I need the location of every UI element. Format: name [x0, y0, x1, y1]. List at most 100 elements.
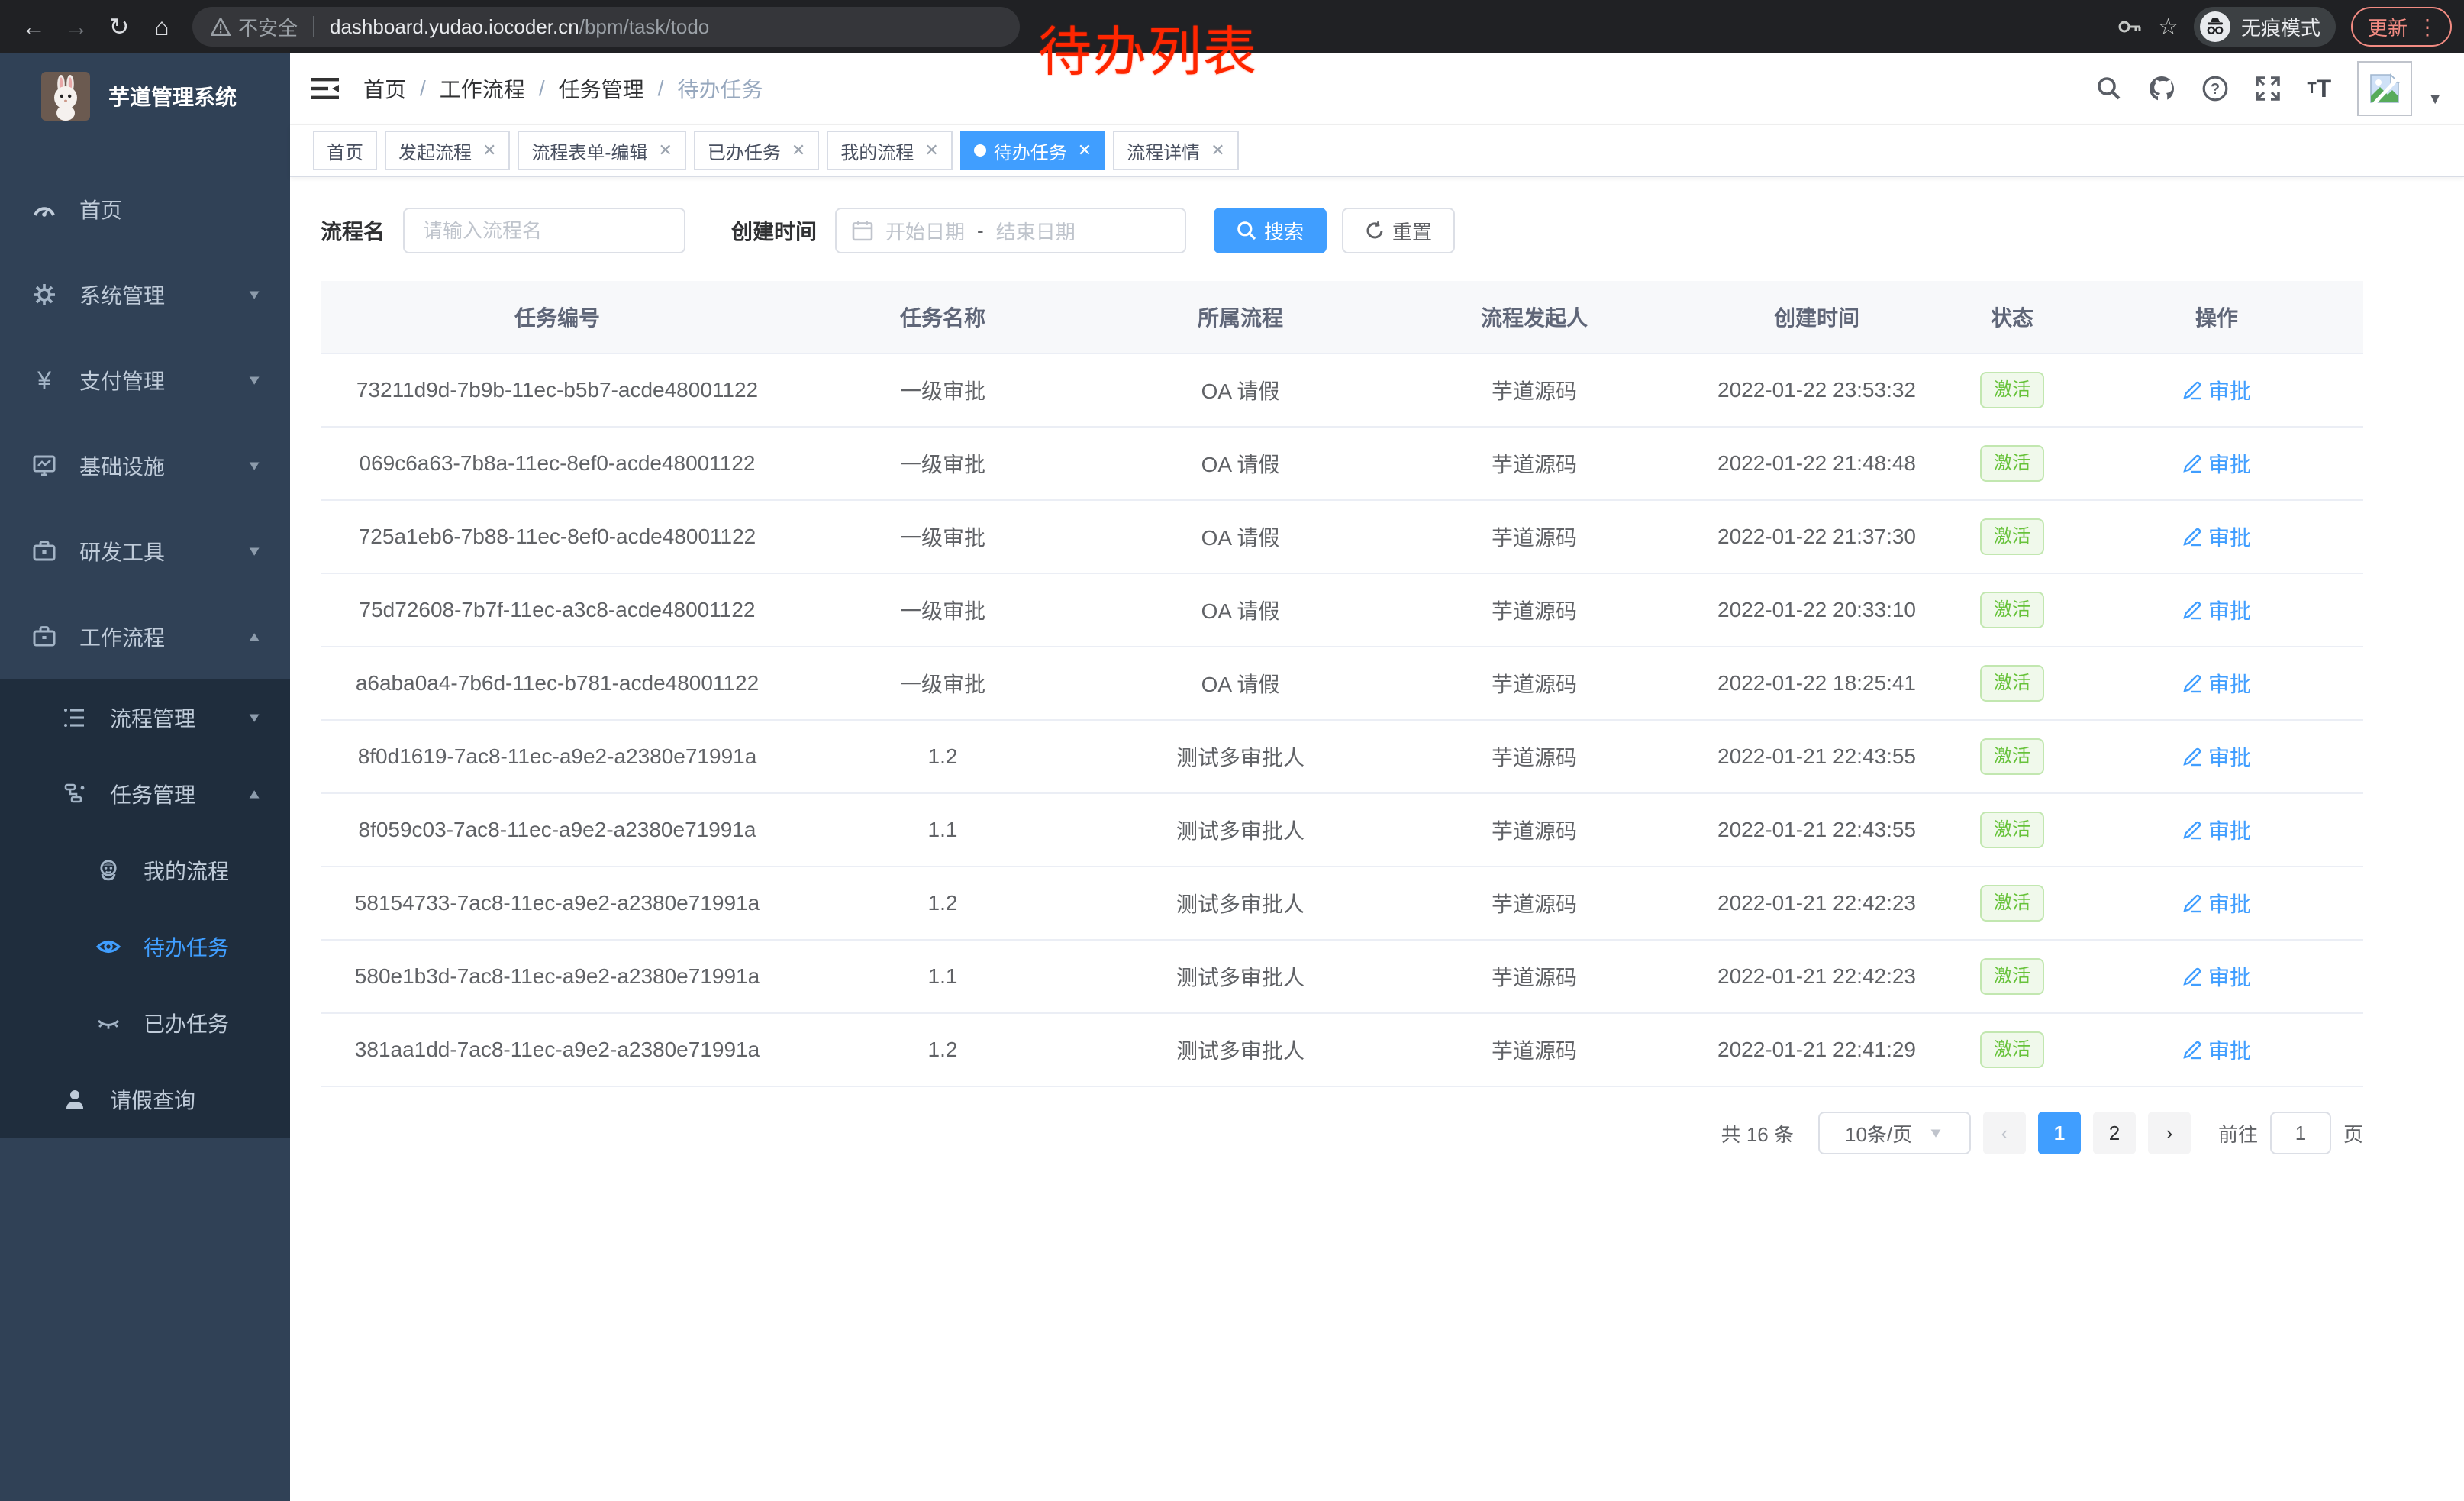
- tab-home[interactable]: 首页: [313, 131, 377, 170]
- table-row: 381aa1dd-7ac8-11ec-a9e2-a2380e71991a 1.2…: [321, 1014, 2363, 1087]
- github-icon[interactable]: [2148, 75, 2175, 102]
- approve-link[interactable]: 审批: [2182, 668, 2251, 699]
- sidebar-item-done-tasks[interactable]: 已办任务: [0, 985, 290, 1061]
- sidebar-menu: 首页 系统管理 ▼ ¥ 支付管理 ▼: [0, 139, 290, 1138]
- approve-link[interactable]: 审批: [2182, 888, 2251, 918]
- sidebar-logo[interactable]: 芋道管理系统: [0, 53, 290, 139]
- prev-page-button[interactable]: ‹: [1982, 1112, 2026, 1154]
- sidebar-item-label: 基础设施: [79, 455, 166, 479]
- incognito-badge[interactable]: 无痕模式: [2193, 7, 2336, 47]
- status-badge: 激活: [1980, 518, 2044, 555]
- url-host: dashboard.yudao.iocoder.cn: [330, 15, 579, 38]
- sidebar-item-devtools[interactable]: 研发工具 ▼: [0, 508, 290, 594]
- sidebar-item-label: 流程管理: [110, 707, 196, 731]
- search-button[interactable]: 搜索: [1214, 208, 1327, 253]
- date-range-picker[interactable]: 开始日期 - 结束日期: [835, 208, 1187, 253]
- breadcrumb-home[interactable]: 首页: [363, 78, 407, 102]
- process-name-input[interactable]: [403, 208, 686, 253]
- sidebar-item-system[interactable]: 系统管理 ▼: [0, 252, 290, 337]
- cell-starter: 芋道源码: [1491, 453, 1577, 476]
- table-row: 069c6a63-7b8a-11ec-8ef0-acde48001122 一级审…: [321, 428, 2363, 501]
- approve-link[interactable]: 审批: [2182, 375, 2251, 405]
- browser-home-icon[interactable]: ⌂: [154, 12, 169, 40]
- next-page-button[interactable]: ›: [2147, 1112, 2191, 1154]
- table-row: 8f0d1619-7ac8-11ec-a9e2-a2380e71991a 1.2…: [321, 721, 2363, 794]
- browser-back-icon[interactable]: ←: [21, 12, 46, 40]
- sidebar-collapse-icon[interactable]: [290, 76, 360, 101]
- table-body: 73211d9d-7b9b-11ec-b5b7-acde48001122 一级审…: [321, 354, 2363, 1087]
- help-icon[interactable]: ?: [2201, 75, 2229, 102]
- svg-text:?: ?: [2211, 81, 2220, 98]
- approve-link[interactable]: 审批: [2182, 1035, 2251, 1065]
- status-badge: 激活: [1980, 885, 2044, 922]
- address-bar[interactable]: 不安全 dashboard.yudao.iocoder.cn/bpm/task/…: [192, 7, 1020, 47]
- workflow-submenu: 流程管理 ▼ 任务管理 ▲ 我的流程: [0, 679, 290, 1138]
- page-button-1[interactable]: 1: [2037, 1112, 2081, 1154]
- browser-menu-icon[interactable]: ⋮: [2417, 15, 2438, 39]
- sidebar-item-leave-query[interactable]: 请假查询: [0, 1061, 290, 1138]
- cell-process: 测试多审批人: [1176, 819, 1305, 843]
- close-icon[interactable]: ✕: [658, 140, 672, 160]
- tab-start-process[interactable]: 发起流程 ✕: [385, 131, 511, 170]
- active-dot: [973, 144, 986, 157]
- chevron-up-icon: ▲: [246, 628, 263, 644]
- sidebar-item-todo-tasks[interactable]: 待办任务: [0, 909, 290, 985]
- col-task-name: 任务名称: [899, 306, 985, 330]
- sidebar-item-label: 研发工具: [79, 541, 166, 564]
- browser-reload-icon[interactable]: ↻: [108, 13, 130, 40]
- page-size-select[interactable]: 10条/页 ▼: [1817, 1112, 1971, 1154]
- sidebar-item-process-mgmt[interactable]: 流程管理 ▼: [0, 679, 290, 756]
- sidebar-item-home[interactable]: 首页: [0, 166, 290, 252]
- filter-form: 流程名 创建时间 开始日期 - 结束日期 搜索: [321, 208, 2464, 253]
- cell-starter: 芋道源码: [1491, 526, 1577, 550]
- close-icon[interactable]: ✕: [482, 140, 497, 160]
- password-key-icon[interactable]: [2117, 14, 2143, 40]
- reset-button[interactable]: 重置: [1342, 208, 1456, 253]
- approve-link[interactable]: 审批: [2182, 521, 2251, 552]
- tab-todo-tasks[interactable]: 待办任务 ✕: [959, 131, 1106, 170]
- end-date-placeholder[interactable]: 结束日期: [995, 220, 1076, 244]
- bookmark-star-icon[interactable]: ☆: [2158, 14, 2179, 40]
- sidebar-item-workflow[interactable]: 工作流程 ▲: [0, 594, 290, 679]
- sidebar-item-label: 工作流程: [79, 626, 166, 650]
- cell-task-name: 一级审批: [899, 379, 985, 403]
- avatar[interactable]: [2357, 61, 2413, 116]
- close-icon[interactable]: ✕: [1211, 140, 1225, 160]
- close-icon[interactable]: ✕: [1077, 140, 1092, 160]
- security-warning[interactable]: 不安全: [211, 13, 298, 41]
- yen-icon: ¥: [37, 366, 51, 394]
- breadcrumb-workflow[interactable]: 工作流程: [439, 78, 525, 102]
- search-icon: [1237, 221, 1256, 240]
- close-icon[interactable]: ✕: [791, 140, 806, 160]
- sidebar-item-my-process[interactable]: 我的流程: [0, 832, 290, 909]
- chevron-down-icon: ▼: [246, 457, 263, 473]
- sidebar-item-task-mgmt[interactable]: 任务管理 ▲: [0, 756, 290, 832]
- approve-link[interactable]: 审批: [2182, 815, 2251, 845]
- fullscreen-icon[interactable]: [2255, 76, 2281, 102]
- cell-task-name: 1.2: [927, 744, 958, 768]
- approve-link[interactable]: 审批: [2182, 595, 2251, 625]
- breadcrumb-task-mgmt[interactable]: 任务管理: [558, 78, 644, 102]
- approve-link[interactable]: 审批: [2182, 741, 2251, 772]
- browser-forward-icon[interactable]: →: [64, 12, 89, 40]
- avatar-caret-icon[interactable]: ▼: [2427, 90, 2443, 108]
- page-button-2[interactable]: 2: [2092, 1112, 2136, 1154]
- tab-process-detail[interactable]: 流程详情 ✕: [1113, 131, 1239, 170]
- goto-label: 前往: [2217, 1122, 2258, 1146]
- create-time-label: 创建时间: [731, 220, 818, 244]
- annotation-todo-list: 待办列表: [1038, 22, 1258, 82]
- search-icon[interactable]: [2096, 76, 2122, 102]
- approve-link[interactable]: 审批: [2182, 961, 2251, 992]
- approve-link[interactable]: 审批: [2182, 448, 2251, 479]
- cell-task-id: 8f059c03-7ac8-11ec-a9e2-a2380e71991a: [358, 818, 756, 841]
- sidebar-item-infrastructure[interactable]: 基础设施 ▼: [0, 423, 290, 508]
- tab-form-edit[interactable]: 流程表单-编辑 ✕: [518, 131, 686, 170]
- tab-done-tasks[interactable]: 已办任务 ✕: [693, 131, 820, 170]
- browser-update-button[interactable]: 更新 ⋮: [2350, 7, 2452, 47]
- tab-my-process[interactable]: 我的流程 ✕: [827, 131, 953, 170]
- sidebar-item-payment[interactable]: ¥ 支付管理 ▼: [0, 337, 290, 423]
- close-icon[interactable]: ✕: [924, 140, 939, 160]
- goto-page-input[interactable]: [2269, 1112, 2331, 1154]
- start-date-placeholder[interactable]: 开始日期: [885, 220, 966, 244]
